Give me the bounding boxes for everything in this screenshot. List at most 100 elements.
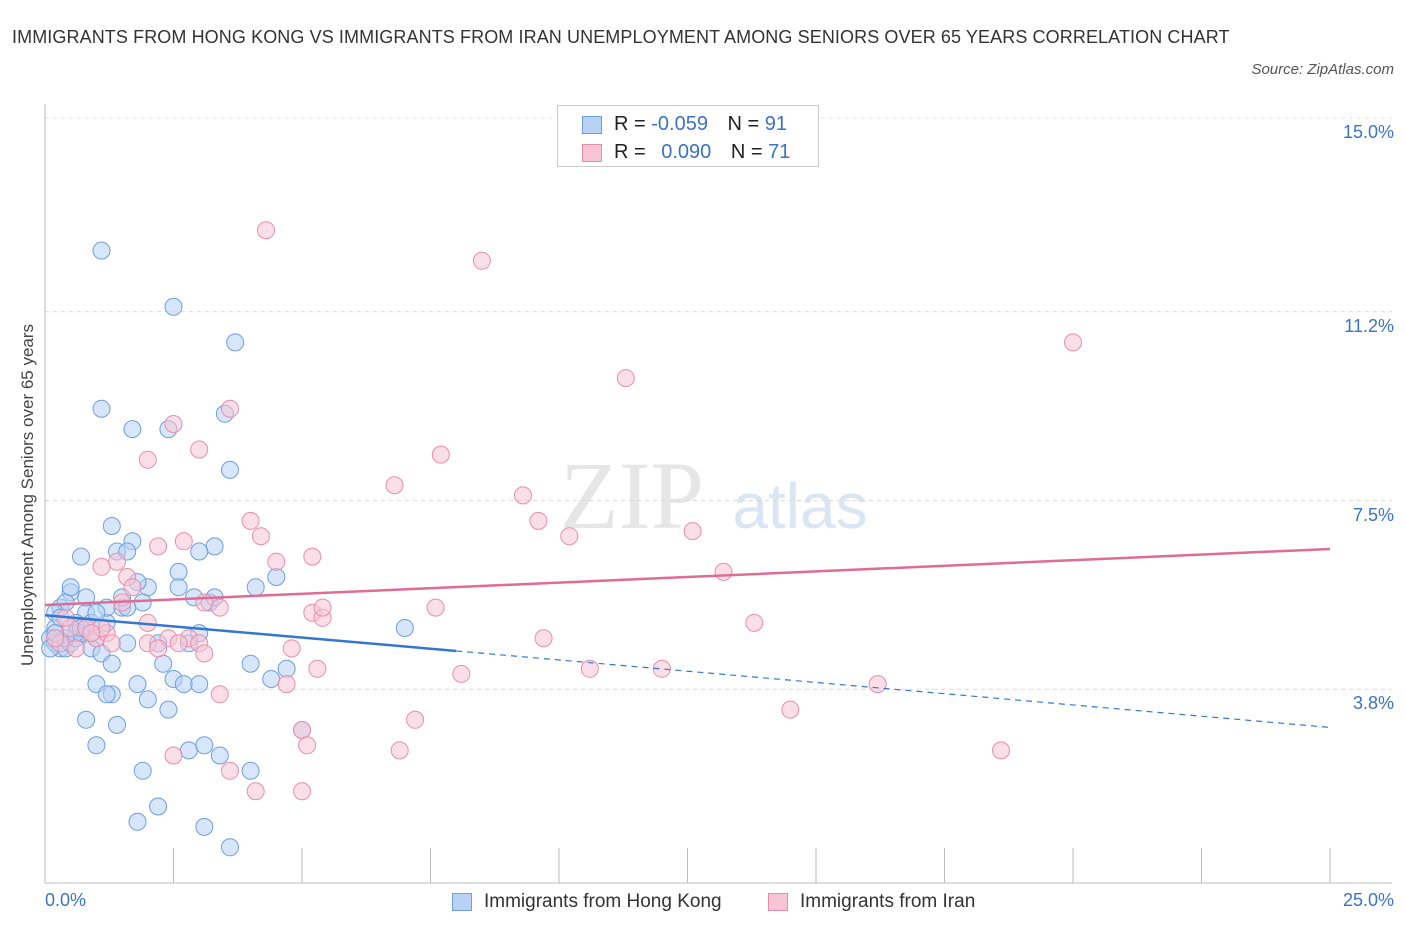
data-point [267, 552, 286, 571]
chart-title: IMMIGRANTS FROM HONG KONG VS IMMIGRANTS … [12, 27, 1230, 47]
data-point [190, 542, 209, 561]
data-point [514, 486, 532, 505]
data-point [714, 562, 733, 581]
data-point [534, 629, 553, 648]
data-point [452, 664, 471, 683]
data-point [61, 578, 80, 597]
data-point [128, 675, 147, 694]
legend-n-label: N = [727, 113, 760, 135]
watermark-atlas: atlas [732, 470, 867, 542]
legend-n-value: 91 [764, 113, 788, 135]
source-label: Source: ZipAtlas.com [1251, 61, 1394, 78]
data-point [262, 670, 281, 688]
data-point [390, 741, 409, 760]
legend-swatch-iran [582, 143, 602, 162]
data-point [246, 782, 265, 801]
data-point [282, 639, 301, 658]
data-point [277, 659, 296, 678]
data-point [431, 445, 450, 464]
data-point [108, 715, 126, 734]
correlation-legend: R = -0.059 N = 91 R = 0.090 N = 71 [557, 105, 819, 167]
data-point [1064, 333, 1082, 352]
data-point [118, 634, 137, 653]
trend-line-hong-kong-extension [456, 650, 1331, 729]
data-point [66, 639, 85, 658]
data-point [616, 369, 635, 388]
data-point [123, 420, 142, 439]
data-point [210, 685, 229, 704]
data-point [257, 221, 275, 240]
legend-r-label: R = [614, 141, 646, 163]
legend-row-iran: R = 0.090 N = 71 [582, 139, 790, 165]
data-point [190, 675, 209, 694]
data-point [221, 399, 239, 418]
data-point [92, 557, 111, 576]
legend-swatch-hong-kong [582, 115, 602, 134]
data-point [303, 547, 322, 566]
trend-line-iran [44, 547, 1331, 607]
data-point [128, 812, 147, 831]
data-point [87, 736, 106, 755]
data-point [277, 675, 296, 694]
series-legend: Immigrants from Hong Kong Immigrants fro… [0, 889, 1406, 915]
data-point [992, 741, 1010, 760]
y-tick-label: 7.5% [1352, 504, 1394, 525]
data-point [108, 552, 126, 571]
legend-n-value: 71 [768, 141, 791, 163]
trend-lines [44, 547, 1331, 729]
data-point [308, 659, 327, 678]
data-point [138, 450, 157, 469]
data-point [406, 710, 425, 729]
data-point [123, 578, 142, 597]
legend-swatch-hong-kong [452, 892, 472, 911]
data-point [82, 624, 101, 643]
legend-swatch-iran [768, 892, 788, 911]
legend-item-hong-kong[interactable]: Immigrants from Hong Kong [452, 889, 722, 915]
legend-r-label: R = [614, 113, 646, 135]
data-point [195, 644, 214, 663]
data-point [395, 619, 414, 637]
data-point [241, 761, 260, 780]
data-point [77, 710, 96, 729]
data-point [313, 598, 332, 617]
y-tick-label: 11.2% [1344, 315, 1394, 336]
data-point [164, 297, 183, 316]
data-point [195, 817, 214, 836]
data-point [210, 746, 229, 765]
data-point [246, 578, 265, 597]
data-point [241, 511, 260, 530]
series-iran [46, 221, 1082, 801]
legend-n-label: N = [730, 141, 763, 163]
data-point [102, 517, 121, 535]
data-point [149, 537, 168, 556]
legend-item-iran[interactable]: Immigrants from Iran [768, 889, 975, 915]
data-point [133, 593, 152, 612]
data-point [164, 746, 183, 765]
legend-label-iran: Immigrants from Iran [800, 891, 976, 912]
data-point [868, 675, 887, 694]
trend-line-hong-kong [44, 614, 457, 653]
y-tick-label: 3.8% [1352, 693, 1394, 714]
data-point [293, 782, 311, 801]
data-point [221, 460, 239, 479]
legend-row-hong-kong: R = -0.059 N = 91 [582, 111, 787, 137]
data-point [77, 588, 96, 607]
data-point [72, 547, 90, 566]
data-point [169, 634, 188, 653]
legend-r-value: -0.059 [651, 113, 708, 135]
data-point [781, 700, 800, 719]
data-point [293, 721, 311, 739]
legend-label-hong-kong: Immigrants from Hong Kong [484, 891, 722, 912]
data-point [149, 639, 168, 658]
data-point [169, 578, 188, 597]
data-point [226, 333, 245, 352]
data-point [159, 700, 178, 719]
data-point [46, 629, 65, 648]
data-point [174, 675, 193, 694]
data-point [560, 527, 579, 546]
watermark-zip: ZIP [560, 442, 704, 549]
data-point [241, 654, 260, 673]
data-point [179, 741, 198, 760]
watermark: ZIP atlas [560, 442, 868, 549]
data-point [169, 562, 188, 581]
